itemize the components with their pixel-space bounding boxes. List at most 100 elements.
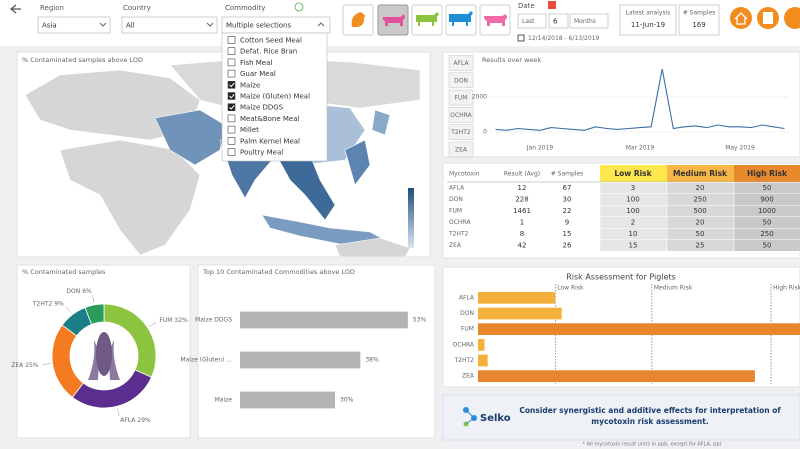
message-panel [442, 394, 800, 441]
category-label: AFLA [459, 294, 475, 301]
region-dropdown[interactable] [37, 16, 111, 34]
category-label: T2HT2 [454, 357, 475, 364]
unit-value: Months [574, 18, 596, 25]
checkbox[interactable] [227, 103, 236, 111]
header-cell [734, 165, 800, 182]
table-cell: 9 [565, 219, 569, 227]
checkbox[interactable] [227, 148, 236, 156]
commodity-panel [197, 264, 436, 439]
country-dropdown[interactable] [121, 16, 218, 34]
mycotoxin-button[interactable] [448, 72, 474, 89]
table-cell: 50 [696, 230, 705, 238]
threshold-label: Medium Risk [654, 285, 693, 292]
leader-line [149, 322, 157, 327]
table-cell: 900 [760, 196, 773, 204]
mycotoxin-button[interactable] [448, 89, 474, 106]
leaf [109, 340, 120, 380]
count-value: 6 [553, 18, 558, 26]
table-cell: 2 [631, 219, 635, 227]
column-header: # Samples [551, 171, 584, 178]
table-cell: 250 [760, 230, 773, 238]
slice-value: 25% [25, 362, 39, 369]
samples-label: # Samples [683, 10, 716, 17]
region-label: Region [40, 4, 64, 12]
table-cell: 26 [563, 242, 572, 250]
cob [96, 332, 112, 376]
region-middle-east [154, 109, 226, 166]
dairy-icon [449, 11, 473, 26]
pig-icon [382, 14, 405, 26]
bar [478, 307, 562, 320]
home-icon [734, 12, 748, 25]
column-header: Medium Risk [673, 169, 728, 178]
species-buttons [342, 4, 511, 36]
checkbox[interactable] [227, 47, 236, 56]
bar [240, 351, 361, 369]
calendar-icon[interactable] [548, 1, 556, 9]
slice-name: FUM [159, 317, 172, 324]
date-range: 12/14/2018 - 6/13/2019 [528, 35, 600, 42]
logo [463, 407, 477, 427]
leader-line [66, 306, 72, 314]
leaf [88, 340, 99, 380]
checkbox[interactable] [227, 58, 236, 67]
checkbox[interactable] [227, 36, 236, 44]
back-button[interactable] [10, 4, 21, 14]
option-label: Maize [240, 81, 260, 89]
home-button[interactable] [730, 7, 752, 29]
table-cell: 50 [763, 219, 772, 227]
dropdown-list[interactable] [221, 32, 328, 162]
column-header: High Risk [747, 169, 788, 178]
category-label: FUM [461, 326, 474, 333]
option-label: Palm Kernel Meal [240, 137, 300, 145]
period-dropdown[interactable] [517, 13, 547, 29]
slice-name: ZEA [11, 362, 24, 369]
option-label: Maize (Gluten) Meal [240, 93, 310, 101]
mycotoxin-button[interactable] [448, 124, 474, 140]
table-cell: 100 [626, 196, 639, 204]
unit-dropdown[interactable] [569, 13, 609, 29]
table-cell: 1461 [513, 207, 531, 215]
message-line: mycotoxin risk assessment. [591, 417, 709, 426]
value-label: 53% [413, 317, 427, 324]
checkbox[interactable] [227, 114, 236, 123]
option-label: Defat. Rice Bran [240, 48, 297, 56]
logo-link [465, 409, 475, 425]
samples-value: 169 [692, 21, 705, 29]
checkbox[interactable] [227, 81, 236, 89]
value-label: 38% [365, 357, 379, 364]
checkbox[interactable] [227, 69, 236, 78]
mycotoxin-button[interactable] [448, 141, 474, 158]
sow-icon [484, 14, 507, 26]
slice-name: AFLA [120, 416, 136, 423]
slice-name: T2HT2 [32, 300, 53, 307]
table-cell: AFLA [449, 185, 465, 192]
mycotoxin-button[interactable] [448, 107, 474, 123]
count-input[interactable] [548, 13, 569, 29]
table-cell: 42 [518, 242, 527, 250]
table-cell: 8 [520, 230, 524, 238]
mycotoxin-button-label: OCHRA [450, 112, 472, 119]
chart-title: Results over week [482, 56, 541, 64]
slice-value: 32% [174, 317, 188, 324]
table-cell: 100 [626, 207, 639, 215]
mycotoxin-button[interactable] [448, 55, 474, 71]
info-icon[interactable] [294, 2, 304, 12]
chevron [317, 22, 325, 27]
faq-button[interactable] [784, 7, 800, 29]
x-tick-label: Mar 2019 [626, 145, 655, 152]
checkbox[interactable] [227, 125, 236, 134]
table-cell: 50 [763, 242, 772, 250]
checkbox[interactable] [227, 137, 236, 145]
threshold-label: Low Risk [557, 285, 584, 292]
commodity-value: Multiple selections [226, 22, 291, 30]
slice-value: 29% [137, 416, 151, 423]
table-cell: 12 [518, 184, 527, 192]
calendar-icon [517, 34, 525, 42]
region-philippines [344, 139, 371, 186]
country-label: Country [123, 4, 151, 12]
checkbox[interactable] [227, 92, 236, 100]
category-label: OCHRA [453, 341, 475, 348]
